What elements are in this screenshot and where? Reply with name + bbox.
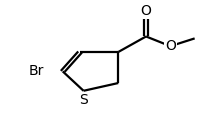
Text: O: O [141, 4, 151, 18]
Text: O: O [165, 39, 176, 53]
Text: Br: Br [29, 64, 44, 78]
Text: S: S [79, 93, 88, 107]
